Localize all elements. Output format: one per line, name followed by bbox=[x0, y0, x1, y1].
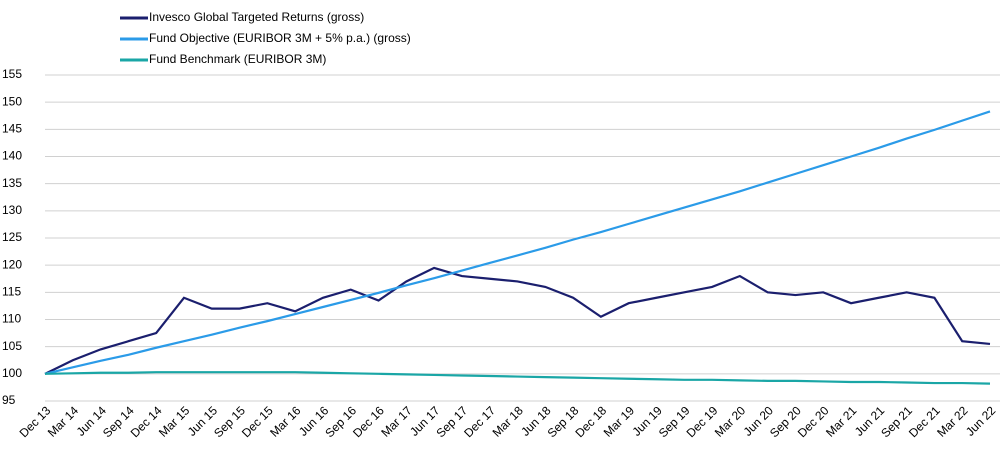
y-tick-label: 135 bbox=[2, 176, 22, 190]
y-tick-label: 95 bbox=[2, 393, 16, 407]
legend-label: Invesco Global Targeted Returns (gross) bbox=[149, 10, 364, 24]
y-tick-label: 150 bbox=[2, 94, 22, 108]
line bbox=[44, 110, 991, 375]
line bbox=[44, 266, 991, 375]
y-tick-label: 105 bbox=[2, 339, 22, 353]
y-tick-label: 155 bbox=[2, 67, 22, 81]
x-tick-label: Mar 22 bbox=[934, 403, 971, 440]
x-tick-label: Dec 19 bbox=[684, 403, 721, 440]
x-tick-label: Dec 16 bbox=[350, 403, 387, 440]
x-tick-label: Dec 17 bbox=[461, 403, 498, 440]
x-tick-label: Mar 17 bbox=[378, 403, 415, 440]
x-tick-label: Dec 13 bbox=[17, 403, 54, 440]
x-tick-label: Jun 22 bbox=[963, 403, 999, 439]
x-tick-label: Mar 16 bbox=[267, 403, 304, 440]
x-tick-label: Mar 14 bbox=[45, 403, 82, 440]
y-tick-label: 115 bbox=[2, 285, 21, 299]
y-tick-label: 145 bbox=[2, 122, 22, 136]
line bbox=[44, 371, 991, 385]
x-tick-label: Mar 20 bbox=[712, 403, 749, 440]
x-tick-label: Dec 20 bbox=[795, 403, 832, 440]
x-tick-label: Mar 15 bbox=[156, 403, 193, 440]
y-tick-label: 120 bbox=[2, 257, 22, 271]
x-tick-label: Dec 18 bbox=[572, 403, 609, 440]
y-tick-label: 110 bbox=[2, 312, 21, 326]
legend-label: Fund Benchmark (EURIBOR 3M) bbox=[149, 52, 326, 66]
y-tick-label: 100 bbox=[2, 366, 22, 380]
y-tick-label: 130 bbox=[2, 203, 22, 217]
x-tick-label: Dec 15 bbox=[239, 403, 276, 440]
x-tick-label: Mar 18 bbox=[490, 403, 527, 440]
x-tick-label: Mar 21 bbox=[823, 403, 860, 440]
y-tick-label: 140 bbox=[2, 149, 22, 163]
x-tick-label: Dec 21 bbox=[906, 403, 943, 440]
legend-label: Fund Objective (EURIBOR 3M + 5% p.a.) (g… bbox=[149, 31, 411, 45]
x-tick-label: Dec 14 bbox=[128, 403, 165, 440]
y-tick-label: 125 bbox=[2, 230, 22, 244]
x-tick-label: Mar 19 bbox=[601, 403, 638, 440]
